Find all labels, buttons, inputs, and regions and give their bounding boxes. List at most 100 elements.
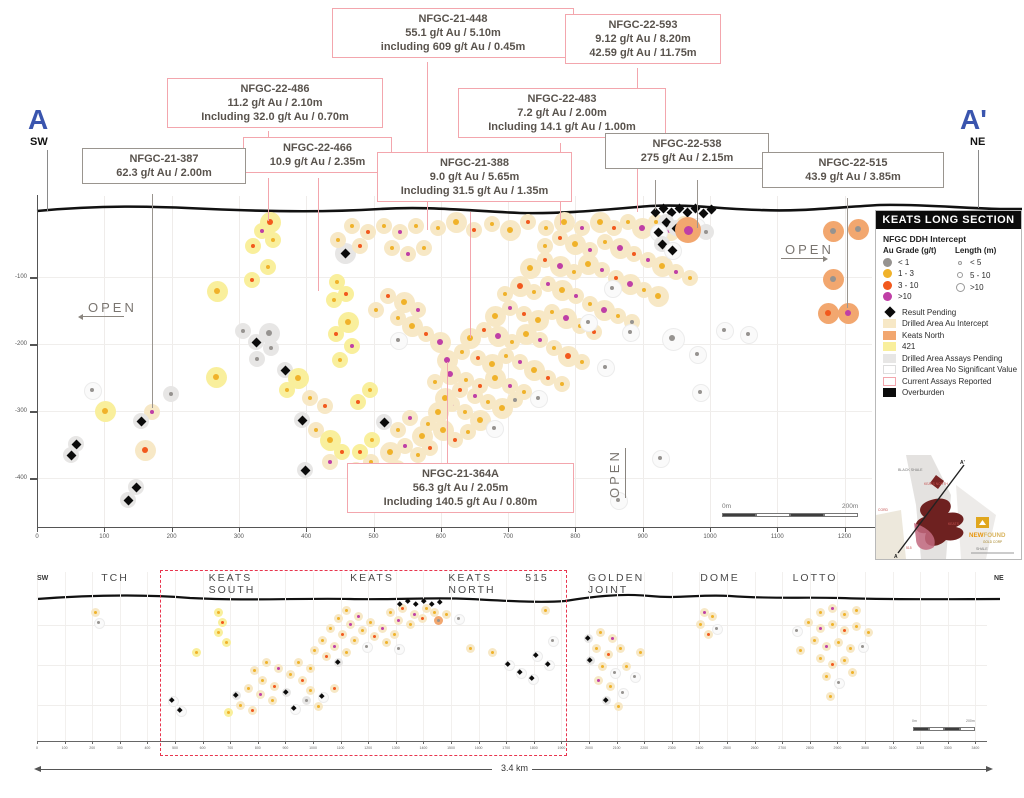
intercept-grade-dot [373,307,379,313]
intercept-grade-dot [216,610,220,614]
intercept-grade-dot [543,608,547,612]
intercept-grade-dot [512,397,518,403]
intercept-grade-dot [343,291,349,297]
intercept-grade-dot [602,239,608,245]
intercept-grade-dot [550,638,554,642]
intercept-grade-dot [706,632,710,636]
overview-gridline-v [616,572,618,741]
intercept-grade-dot [294,374,302,382]
intercept-grade-dot [600,664,604,668]
intercept-grade-dot [638,224,646,232]
intercept-grade-dot [571,240,579,248]
main-gridline-v [777,196,779,527]
callout-hole-id: NFGC-21-387 [129,153,199,165]
intercept-grade-dot [596,218,604,226]
zone-label-keats-north: KEATS NORTH [448,572,496,596]
intercept-grade-dot [498,404,506,412]
intercept-grade-dot [824,309,832,317]
length-label: >10 [970,283,984,292]
intercept-grade-dot [609,285,615,291]
callout-hole-id: NFGC-21-364A [421,468,500,480]
intercept-grade-dot [745,331,751,337]
intercept-grade-dot [687,275,693,281]
overview-x-tick [202,741,204,744]
intercept-grade-dot [415,452,421,458]
intercept-grade-dot [631,251,637,257]
intercept-grade-dot [396,646,400,650]
intercept-grade-dot [824,644,828,648]
overview-x-tick [671,741,673,744]
intercept-grade-dot [694,351,700,357]
overview-gridline-v [340,572,342,741]
intercept-grade-dot [402,443,408,449]
intercept-grade-dot [534,316,542,324]
intercept-grade-dot [357,243,363,249]
inset-section-line [897,464,965,554]
overview-x-tick [561,741,563,744]
intercept-grade-dot [452,218,460,226]
intercept-grade-dot [545,375,551,381]
main-terrain-line [36,203,1022,215]
length-dot-wrap [955,270,965,280]
intercept-halo [289,703,301,715]
main-gridline-v [710,196,711,527]
intercept-grade-dot [653,219,659,225]
intercept-grade-dot [598,630,602,634]
intercept-grade-dot [721,327,727,333]
intercept-halo [515,667,527,679]
intercept-grade-dot [436,338,444,346]
intercept-grade-dot [332,644,336,648]
overview-x-tick-label: 3100 [888,746,897,750]
intercept-grade-dot [424,606,428,610]
leader-line-NFGC-22-538 [697,180,698,228]
intercept-grade-dot [668,334,676,342]
intercept-grade-dot [372,634,376,638]
intercept-grade-dot [521,311,527,317]
callout-NFGC-21-388: NFGC-21-388 9.0 g/t Au / 5.65m Including 3… [377,152,572,203]
intercept-grade-dot [407,415,413,421]
intercept-grade-dot [264,660,268,664]
overview-x-tick [119,741,121,744]
intercept-grade-dot [413,223,419,229]
legend-color-swatch [883,353,896,363]
intercept-grade-dot [443,356,451,364]
intercept-grade-dot [312,648,316,652]
intercept-grade-dot [600,306,608,314]
intercept-grade-dot [830,662,834,666]
inset-keats-label: KEATS [948,522,960,526]
grade-color-dot [883,292,892,301]
intercept-grade-dot [522,330,530,338]
intercept-grade-dot [683,225,693,235]
intercept-grade-dot [850,670,854,674]
open-vertical-line [625,448,626,498]
leader-line-NFGC-22-515 [847,198,848,308]
callout-grade-line: 43.9 g/t Au / 3.85m [805,171,901,184]
legend-grade-row: < 1 [883,257,955,267]
intercept-grade-dot [491,425,497,431]
intercept-grade-dot [246,686,250,690]
main-y-tick [30,478,38,480]
main-x-tick [171,527,173,532]
legend-item-row: Result Pending [883,306,1014,318]
intercept-halo [317,691,329,703]
intercept-grade-dot [584,260,592,268]
intercept-grade-dot [638,650,642,654]
leader-line-NFGC-22-486 [268,131,269,137]
overview-scalebar-zero: 0m [912,719,917,723]
intercept-grade-dot [854,225,862,233]
intercept-grade-dot [349,223,355,229]
intercept-grade-dot [412,612,416,616]
intercept-grade-dot [425,421,431,427]
intercept-grade-dot [466,334,474,342]
extent-distance-label: 3.4 km [497,763,533,773]
leader-line-NFGC-21-448 [427,62,428,230]
main-gridline-v [373,196,375,527]
overview-x-tick [451,741,452,744]
intercept-halo [503,659,515,671]
intercept-grade-dot [360,628,364,632]
intercept-grade-dot [344,608,348,612]
intercept-grade-dot [860,644,864,648]
intercept-grade-dot [502,291,508,297]
intercept-grade-dot [543,225,549,231]
intercept-grade-dot [340,632,344,636]
